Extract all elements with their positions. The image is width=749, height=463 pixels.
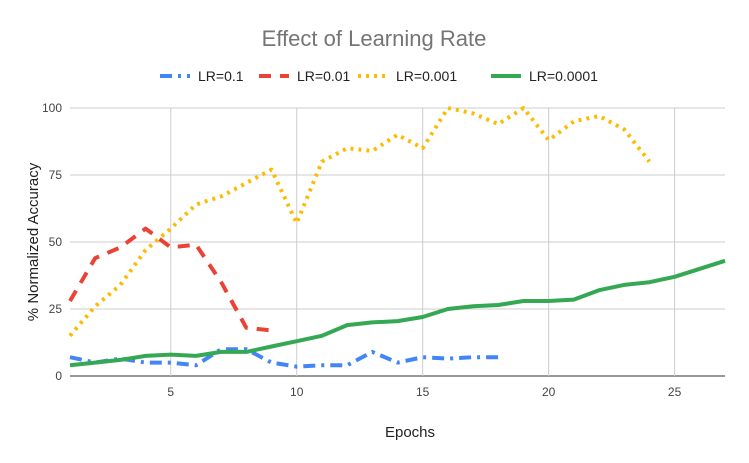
- y-tick-label: 100: [42, 101, 62, 115]
- x-axis-label: Epochs: [385, 424, 435, 441]
- x-tick-label: 20: [542, 385, 556, 399]
- series-line-3: [69, 258, 726, 368]
- legend-label: LR=0.01: [297, 68, 351, 84]
- chart-title: Effect of Learning Rate: [262, 26, 487, 51]
- legend: LR=0.1 LR=0.01 LR=0.001 LR=0.0001: [160, 68, 598, 84]
- gridlines: [70, 107, 725, 377]
- legend-label: LR=0.0001: [529, 68, 598, 84]
- series-line-0: [69, 347, 499, 369]
- y-axis-ticks: 0 25 50 75 100: [42, 101, 62, 383]
- y-tick-label: 75: [49, 168, 63, 182]
- x-tick-label: 25: [668, 385, 682, 399]
- y-tick-label: 25: [49, 302, 63, 316]
- series-lines: [68, 106, 726, 369]
- legend-label: LR=0.001: [396, 68, 457, 84]
- x-axis-ticks: 5 10 15 20 25: [167, 385, 681, 399]
- series-line-2: [68, 106, 651, 338]
- y-tick-label: 0: [55, 369, 62, 383]
- y-axis-label: % Normalized Accuracy: [25, 162, 42, 321]
- legend-label: LR=0.1: [198, 68, 244, 84]
- x-tick-label: 5: [167, 385, 174, 399]
- x-tick-label: 15: [416, 385, 430, 399]
- x-tick-label: 10: [290, 385, 304, 399]
- y-tick-label: 50: [49, 235, 63, 249]
